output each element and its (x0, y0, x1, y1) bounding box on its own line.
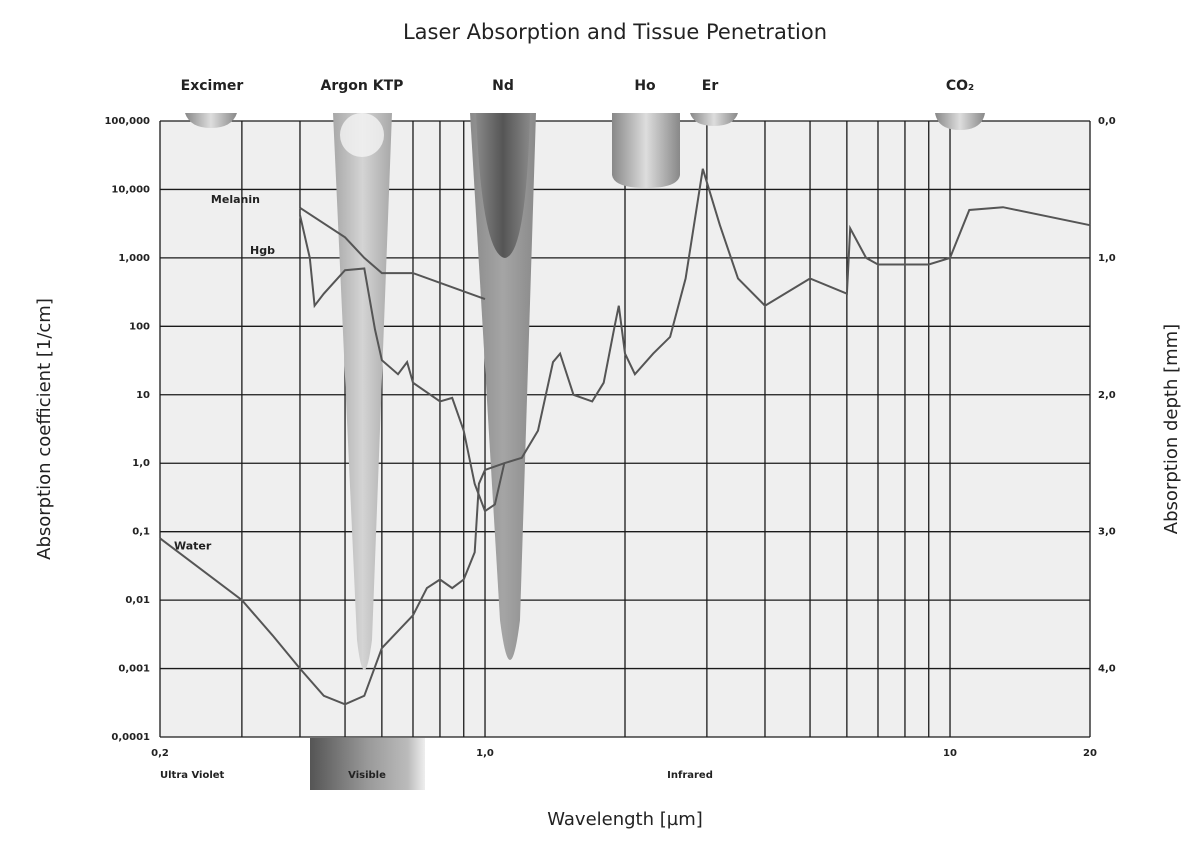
laser-label: Ho (634, 78, 656, 94)
x-tick-label: 10 (943, 748, 957, 759)
y-tick-label: 0,001 (118, 664, 150, 675)
region-label: Ultra Violet (160, 770, 225, 781)
y2-tick-label: 1,0 (1098, 253, 1116, 264)
x-tick-label: 1,0 (476, 748, 494, 759)
laser-label: CO₂ (946, 78, 974, 94)
y-tick-label: 1,0 (132, 458, 150, 469)
laser-label: Er (702, 78, 719, 94)
x-tick-label: 0,2 (151, 748, 169, 759)
chart-title: Laser Absorption and Tissue Penetration (403, 20, 827, 44)
y-tick-label: 10 (136, 390, 150, 401)
y2-tick-label: 4,0 (1098, 664, 1116, 675)
y-tick-label: 0,0001 (111, 732, 150, 743)
y-tick-label: 10,000 (111, 184, 150, 195)
argon-core (340, 113, 384, 157)
y-tick-label: 100 (129, 321, 150, 332)
y-tick-label: 0,1 (132, 527, 150, 538)
series-label: Hgb (250, 244, 275, 257)
y-axis-title: Absorption coefficient [1/cm] (34, 298, 55, 560)
region-label: Visible (348, 770, 386, 781)
region-label: Infrared (667, 770, 713, 781)
visible-band (310, 738, 425, 790)
series-label: Melanin (211, 193, 260, 206)
series-label: Water (174, 539, 212, 552)
x-axis-title: Wavelength [µm] (547, 809, 703, 830)
laser-label: Argon KTP (321, 78, 404, 94)
y2-tick-label: 2,0 (1098, 390, 1116, 401)
chart: Laser Absorption and Tissue Penetration … (0, 0, 1203, 838)
y-tick-label: 100,000 (104, 116, 150, 127)
y2-tick-label: 0,0 (1098, 116, 1116, 127)
y-tick-label: 0,01 (125, 595, 150, 606)
ho-beam (612, 113, 680, 188)
grid (160, 121, 1090, 737)
y2-axis-title: Absorption depth [mm] (1161, 324, 1182, 534)
y-tick-label: 1,000 (118, 253, 150, 264)
y2-tick-label: 3,0 (1098, 527, 1116, 538)
x-tick-label: 20 (1083, 748, 1097, 759)
laser-label: Nd (492, 78, 514, 94)
laser-label: Excimer (181, 78, 244, 94)
